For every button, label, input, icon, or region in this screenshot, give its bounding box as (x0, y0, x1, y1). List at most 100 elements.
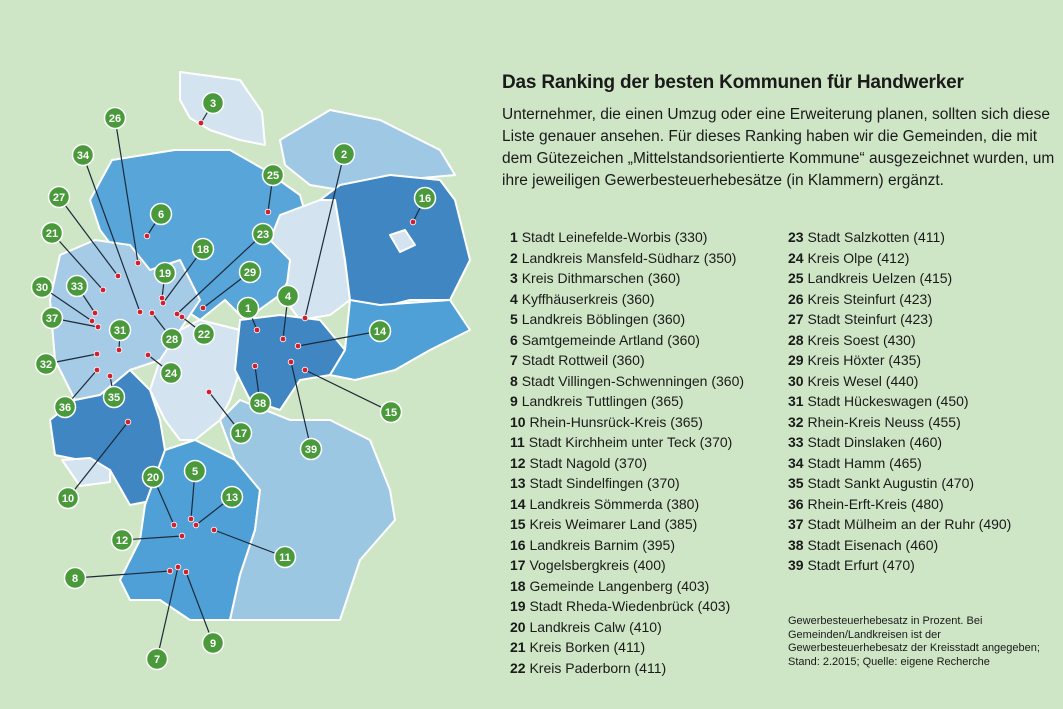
ranking-name: Gemeinde Langenberg (403) (529, 577, 710, 594)
map-marker[interactable]: 13 (192, 485, 244, 529)
map-marker[interactable]: 38 (248, 362, 272, 415)
ranking-list-left: 1 Stadt Leinefelde-Worbis (330) 2 Landkre… (510, 227, 744, 678)
ranking-number: 29 (788, 352, 804, 368)
rank-badge-label: 19 (159, 268, 171, 280)
rank-badge (413, 186, 437, 210)
ranking-name: Rhein-Kreis Neuss (455) (807, 413, 961, 430)
map-marker[interactable]: 8 (63, 566, 174, 590)
map-marker[interactable]: 9 (182, 568, 225, 655)
map-marker[interactable]: 1 (236, 296, 261, 334)
rank-badge-label: 28 (166, 334, 178, 346)
map-marker[interactable]: 33 (65, 274, 99, 317)
map-marker[interactable]: 35 (102, 372, 126, 409)
location-dot (409, 218, 417, 226)
ranking-name: Stadt Sindelfingen (370) (529, 475, 680, 491)
map-marker[interactable]: 37 (40, 306, 102, 331)
map-marker[interactable]: 11 (210, 526, 297, 569)
map-marker[interactable]: 3 (197, 91, 225, 127)
leader-line (290, 361, 312, 450)
ranking-number: 24 (788, 249, 804, 266)
rank-badge (103, 106, 127, 130)
rank-badge (251, 222, 275, 246)
ranking-number: 23 (788, 229, 804, 245)
map-marker[interactable]: 31 (108, 318, 132, 354)
location-dot (136, 308, 144, 316)
location-dot (115, 346, 123, 354)
map-marker[interactable]: 22 (178, 313, 216, 346)
map-marker[interactable]: 6 (143, 202, 173, 240)
location-dot (88, 317, 96, 325)
rank-badge (183, 459, 207, 483)
rank-badge (332, 142, 356, 166)
map-marker[interactable]: 32 (34, 350, 101, 376)
map-marker[interactable]: 2 (301, 142, 356, 322)
map-marker[interactable]: 28 (148, 309, 184, 351)
location-dot (93, 366, 101, 374)
leader-line (297, 330, 381, 347)
map-marker[interactable]: 29 (199, 260, 262, 312)
location-dot (199, 304, 207, 312)
location-dot (94, 323, 102, 331)
ranking-item: 6 Samtgemeinde Artland (360) (510, 330, 744, 351)
location-dot (301, 314, 309, 322)
leader-line (304, 153, 345, 319)
map-marker[interactable]: 12 (110, 528, 186, 552)
rank-badge-label: 9 (210, 638, 216, 650)
source-note: Gewerbesteuerhebesatz in Prozent. Bei Ge… (788, 615, 1040, 668)
location-dot (205, 388, 213, 396)
ranking-item: 37 Stadt Mülheim an der Ruhr (490) (788, 514, 1011, 535)
ranking-item: 2 Landkreis Mansfeld-Südharz (350) (510, 248, 744, 269)
ranking-item: 18 Gemeinde Langenberg (403) (510, 576, 744, 597)
state-saarland (61, 457, 111, 487)
ranking-number: 34 (788, 454, 804, 471)
rank-badge (160, 327, 184, 351)
ranking-name: Kreis Paderborn (411) (529, 659, 667, 676)
map-marker[interactable]: 24 (144, 351, 183, 385)
ranking-number: 4 (510, 290, 518, 307)
rank-badge-label: 20 (147, 472, 159, 484)
ranking-number: 30 (788, 372, 804, 389)
rank-badge (153, 261, 177, 285)
map-marker[interactable]: 26 (103, 106, 142, 267)
map-marker[interactable]: 34 (71, 143, 144, 316)
map-marker[interactable]: 25 (261, 163, 285, 216)
location-dot (144, 351, 152, 359)
rank-badge (368, 319, 392, 343)
map-marker[interactable]: 20 (141, 465, 178, 529)
map-marker[interactable]: 17 (205, 388, 253, 445)
ranking-item: 35 Stadt Sankt Augustin (470) (788, 473, 1011, 494)
ranking-item: 32 Rhein-Kreis Neuss (455) (788, 412, 1011, 433)
rank-badge (108, 318, 132, 342)
map-marker[interactable]: 30 (30, 275, 96, 325)
ranking-number: 3 (510, 270, 518, 286)
map-marker[interactable]: 5 (183, 459, 207, 523)
ranking-item: 15 Kreis Weimarer Land (385) (510, 514, 744, 535)
map-marker[interactable]: 18 (159, 237, 215, 307)
rank-badge-label: 10 (62, 493, 74, 505)
rank-badge-label: 37 (46, 313, 58, 325)
rank-badge-label: 21 (46, 228, 58, 240)
map-marker[interactable]: 23 (173, 222, 275, 318)
map-marker[interactable]: 4 (276, 284, 300, 343)
rank-badge-label: 4 (285, 291, 292, 303)
rank-badge-label: 26 (109, 113, 121, 125)
map-marker[interactable]: 27 (47, 185, 122, 280)
map-marker[interactable]: 19 (153, 261, 177, 302)
ranking-item: 8 Stadt Villingen-Schwenningen (360) (510, 371, 744, 392)
map-marker[interactable]: 39 (287, 358, 323, 461)
map-marker[interactable]: 16 (409, 186, 437, 226)
ranking-number: 33 (788, 434, 804, 450)
map-marker[interactable]: 10 (56, 418, 132, 510)
ranking-item: 16 Landkreis Barnim (395) (510, 535, 744, 556)
map-marker[interactable]: 36 (53, 366, 101, 419)
ranking-name: Stadt Steinfurt (423) (807, 311, 933, 327)
ranking-item: 34 Stadt Hamm (465) (788, 453, 1011, 474)
rank-badge-label: 5 (192, 466, 198, 478)
rank-badge-label: 12 (116, 535, 128, 547)
location-dot (170, 521, 178, 529)
leader-line (74, 570, 171, 579)
map-marker[interactable]: 21 (40, 221, 107, 294)
map-marker[interactable]: 14 (294, 319, 392, 350)
map-marker[interactable]: 7 (145, 563, 182, 671)
map-marker[interactable]: 15 (301, 366, 403, 424)
